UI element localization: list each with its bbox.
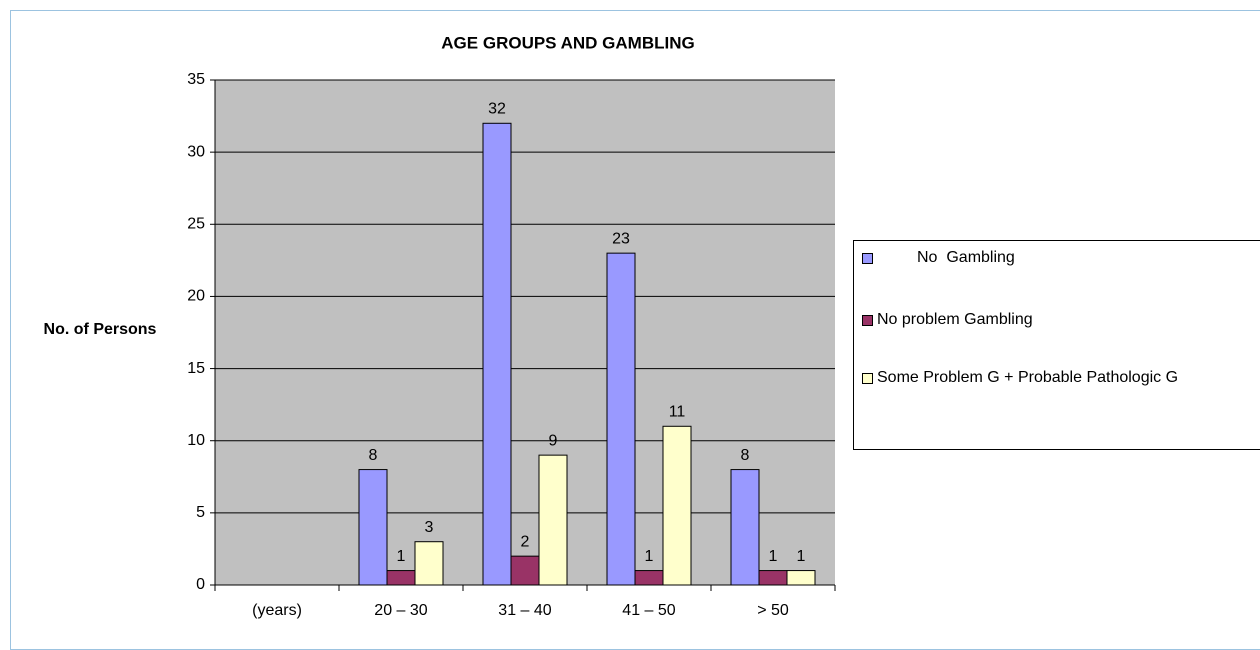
x-tick-label: > 50 [757,602,789,619]
legend: No Gambling No problem Gambling Some Probl… [853,240,1260,450]
y-tick-label: 0 [196,576,205,593]
x-tick-label: 41 – 50 [622,602,675,619]
data-label: 8 [741,447,750,464]
bar [758,570,788,586]
data-label: 11 [669,404,686,421]
page: {"chart_data": {"type": "bar", "title": … [10,10,1260,650]
data-label: 2 [521,533,530,550]
data-label: 8 [369,447,378,464]
data-label: 1 [397,548,406,565]
y-tick-label: 35 [187,71,205,88]
chart: AGE GROUPS AND GAMBLING No. of Persons 0… [44,33,836,619]
x-tick-label: (years) [252,602,302,619]
y-tick-label: 20 [187,288,205,305]
bar [786,570,816,586]
data-label: 23 [612,230,630,247]
legend-swatch [862,373,873,384]
legend-label: No Gambling [917,249,1015,266]
bar [358,469,388,586]
data-label: 1 [645,548,654,565]
bar [730,469,760,586]
y-axis-label: No. of Persons [44,321,157,338]
bar [538,454,568,586]
legend-label: Some Problem G + Probable Pathologic G [877,369,1179,386]
data-label: 3 [425,519,434,536]
legend-entry: No Gambling [862,249,1257,267]
data-label: 1 [769,548,778,565]
data-label: 9 [549,432,558,449]
legend-entry: Some Problem G + Probable Pathologic G [862,369,1257,387]
bar [414,541,444,586]
y-tick-label: 25 [187,216,205,233]
y-tick-label: 5 [196,504,205,521]
y-tick-label: 10 [187,432,205,449]
bar [510,555,540,586]
bar [482,122,512,586]
bar [386,570,416,586]
legend-entry: No problem Gambling [862,311,1257,329]
legend-label: No problem Gambling [877,311,1033,328]
bar [634,570,664,586]
bar [606,252,636,586]
y-tick-label: 15 [187,360,205,377]
y-tick-label: 30 [187,143,205,160]
chart-title: AGE GROUPS AND GAMBLING [441,33,694,52]
legend-swatch [862,315,873,326]
data-label: 1 [797,548,806,565]
x-tick-label: 31 – 40 [498,602,551,619]
x-tick-label: 20 – 30 [374,602,427,619]
data-label: 32 [488,101,506,118]
bar [662,425,692,586]
legend-swatch [862,253,873,264]
